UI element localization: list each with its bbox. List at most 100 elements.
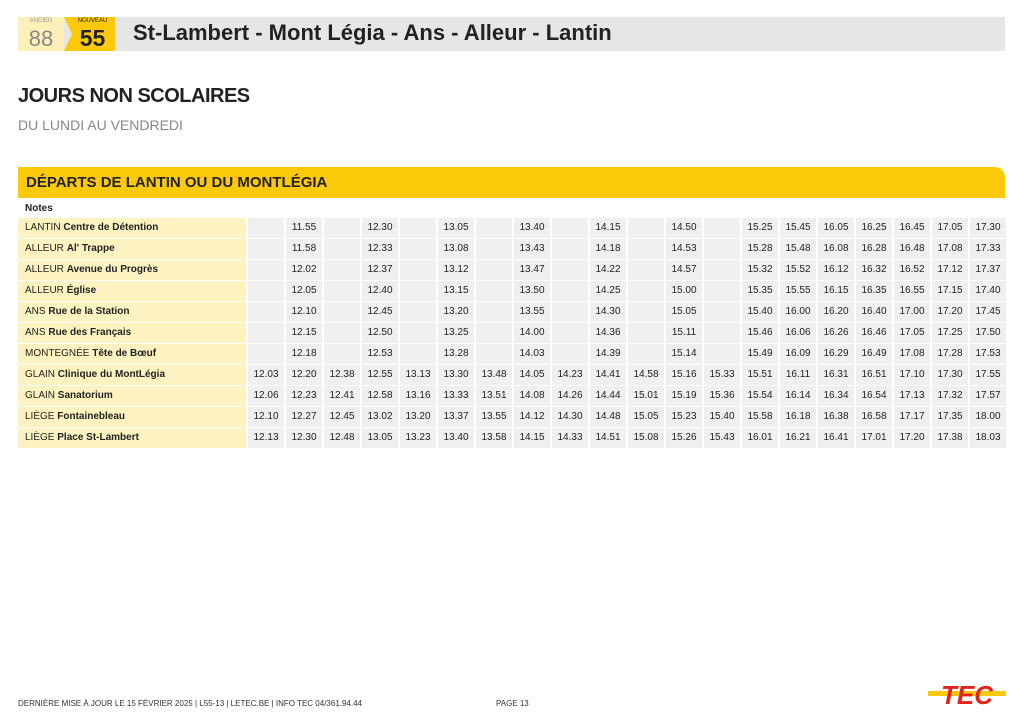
departure-time: 16.15	[818, 281, 854, 301]
departure-time: 17.32	[932, 386, 968, 406]
locality: ALLEUR	[25, 243, 64, 254]
departure-time: 15.55	[780, 281, 816, 301]
departure-time: 12.53	[362, 344, 398, 364]
departure-time: 12.30	[362, 218, 398, 238]
departure-time: 16.58	[856, 407, 892, 427]
departure-time	[476, 302, 512, 322]
departure-time: 17.20	[894, 428, 930, 448]
departure-time: 13.25	[438, 323, 474, 343]
departure-time: 12.15	[286, 323, 322, 343]
old-number: 88	[28, 26, 54, 51]
departure-time	[628, 344, 664, 364]
departure-time: 16.51	[856, 365, 892, 385]
departure-time: 15.05	[628, 407, 664, 427]
departure-time: 14.53	[666, 239, 702, 259]
table-row: LIÈGE Fontainebleau 12.10 12.27 12.45 13.02 1…	[18, 407, 1006, 427]
section-title: DÉPARTS DE LANTIN OU DU MONTLÉGIA	[26, 174, 328, 191]
departure-time	[476, 239, 512, 259]
departure-time: 17.17	[894, 407, 930, 427]
locality: LANTIN	[25, 222, 61, 233]
departure-time: 12.37	[362, 260, 398, 280]
departure-time	[552, 344, 588, 364]
departure-time	[704, 302, 740, 322]
departure-time	[400, 239, 436, 259]
departure-time: 17.40	[970, 281, 1006, 301]
stop-name: MONTEGNÉE Tête de Bœuf	[18, 344, 246, 364]
departure-time: 15.33	[704, 365, 740, 385]
departure-time: 15.28	[742, 239, 778, 259]
stop: Rue des Français	[48, 327, 132, 338]
departure-time: 13.40	[438, 428, 474, 448]
departure-time: 16.49	[856, 344, 892, 364]
departure-time: 14.15	[590, 218, 626, 238]
departure-time	[400, 344, 436, 364]
departure-time: 17.08	[932, 239, 968, 259]
departure-time: 13.13	[400, 365, 436, 385]
departure-time: 13.15	[438, 281, 474, 301]
table-row: MONTEGNÉE Tête de Bœuf 12.18 12.53 13.28 14.…	[18, 344, 1006, 364]
departure-time: 13.47	[514, 260, 550, 280]
departure-time: 17.28	[932, 344, 968, 364]
departure-time: 14.48	[590, 407, 626, 427]
departure-time: 14.57	[666, 260, 702, 280]
departure-time: 13.50	[514, 281, 550, 301]
departure-time	[628, 239, 664, 259]
departure-time	[552, 239, 588, 259]
departure-time: 17.37	[970, 260, 1006, 280]
departure-time: 13.05	[438, 218, 474, 238]
stop-name: LANTIN Centre de Détention	[18, 218, 246, 238]
departure-time: 15.35	[742, 281, 778, 301]
departure-time: 12.13	[248, 428, 284, 448]
stop: Tête de Bœuf	[92, 348, 157, 359]
locality: MONTEGNÉE	[25, 348, 90, 359]
departure-time: 13.12	[438, 260, 474, 280]
departure-time	[248, 239, 284, 259]
departure-time: 14.58	[628, 365, 664, 385]
departure-time: 15.49	[742, 344, 778, 364]
departure-time	[476, 281, 512, 301]
departure-time: 17.01	[856, 428, 892, 448]
table-row: ALLEUR Avenue du Progrès 12.02 12.37 13.12 1…	[18, 260, 1006, 280]
departure-time: 16.32	[856, 260, 892, 280]
departure-time: 16.28	[856, 239, 892, 259]
departure-time: 15.58	[742, 407, 778, 427]
table-row: GLAIN Sanatorium 12.06 12.23 12.41 12.58 13.1…	[18, 386, 1006, 406]
departure-time: 14.22	[590, 260, 626, 280]
departure-time	[552, 323, 588, 343]
departure-time: 16.05	[818, 218, 854, 238]
departure-time: 15.46	[742, 323, 778, 343]
departure-time: 13.20	[438, 302, 474, 322]
departure-time: 12.58	[362, 386, 398, 406]
departure-time: 13.40	[514, 218, 550, 238]
departure-time: 14.23	[552, 365, 588, 385]
departure-time	[552, 302, 588, 322]
page-heading: JOURS NON SCOLAIRES	[18, 85, 250, 107]
table-row: ANS Rue des Français 12.15 12.50 13.25 14.00…	[18, 323, 1006, 343]
departure-time: 12.23	[286, 386, 322, 406]
stop-name: LIÈGE Fontainebleau	[18, 407, 246, 427]
departure-time: 15.43	[704, 428, 740, 448]
departure-time: 16.41	[818, 428, 854, 448]
departure-time: 16.11	[780, 365, 816, 385]
departure-time	[400, 218, 436, 238]
departure-time: 12.18	[286, 344, 322, 364]
departure-time: 17.13	[894, 386, 930, 406]
stop: Clinique du MontLégia	[57, 369, 166, 380]
departure-time: 17.57	[970, 386, 1006, 406]
departure-time: 15.32	[742, 260, 778, 280]
table-row: GLAIN Clinique du MontLégia 12.03 12.20 12.…	[18, 365, 1006, 385]
departure-time: 17.45	[970, 302, 1006, 322]
departure-time: 17.33	[970, 239, 1006, 259]
footer-text: DERNIÈRE MISE À JOUR LE 15 FÉVRIER 2025 …	[18, 699, 363, 708]
departure-time: 17.08	[894, 344, 930, 364]
departure-time: 17.55	[970, 365, 1006, 385]
departure-time: 12.05	[286, 281, 322, 301]
departure-time: 16.31	[818, 365, 854, 385]
locality: ALLEUR	[25, 264, 64, 275]
departure-time	[248, 260, 284, 280]
stop-name: GLAIN Clinique du MontLégia	[18, 365, 246, 385]
locality: GLAIN	[25, 369, 56, 380]
stop-name: ALLEUR Avenue du Progrès	[18, 260, 246, 280]
departure-time: 14.51	[590, 428, 626, 448]
departure-time: 14.36	[590, 323, 626, 343]
